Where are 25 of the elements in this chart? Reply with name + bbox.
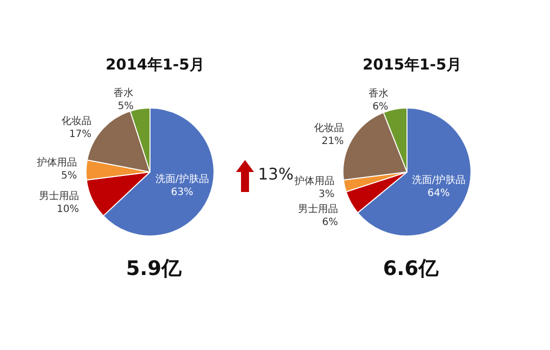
data-label: 3% [318,188,335,200]
text: 6.6亿 [383,256,440,280]
slice-label: 香水 [114,86,134,99]
chart-title: 2015年1-5月 [362,56,462,74]
data-label: 6% [322,216,338,228]
data-label: 5% [118,100,134,112]
data-label: 5% [61,170,78,182]
chart-title: 2014年1-5月 [106,56,204,74]
text: 5.9亿 [126,256,182,280]
data-label: 6% [372,101,388,112]
slice-label: 洗面/护肤品 [155,172,209,185]
slice-label: 香水 [368,87,388,100]
data-label: 64% [428,188,450,199]
data-label: 17% [69,128,92,140]
slice-label: 化妆品 [61,114,92,127]
data-label: 21% [322,136,344,147]
text: 13% [258,164,294,184]
slice-label: 男士用品 [298,202,338,215]
slice-label: 护体用品 [36,156,78,169]
data-label: 63% [171,186,194,198]
slice-label: 洗面/护肤品 [412,174,466,186]
data-label: 10% [56,204,79,216]
slice-label: 男士用品 [38,190,79,202]
slice-label: 护体用品 [294,174,335,187]
slice-label: 化妆品 [314,122,344,134]
